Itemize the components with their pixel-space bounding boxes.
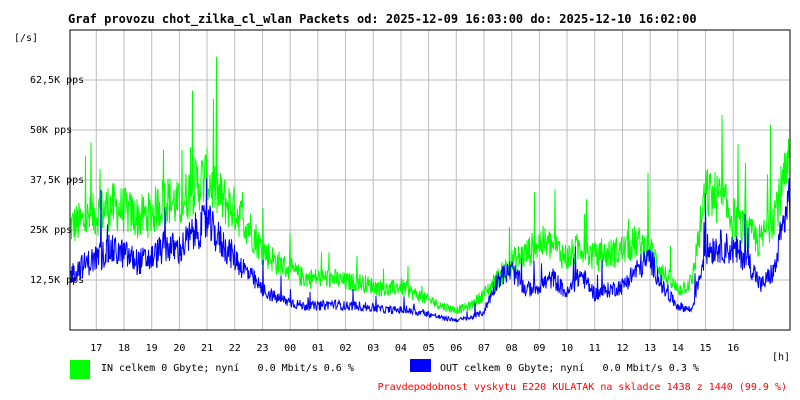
y-tick-label: 12,5K pps — [30, 275, 84, 286]
x-tick-label: 19 — [146, 343, 158, 354]
legend-out-swatch — [410, 359, 431, 372]
y-tick-labels: 12,5K pps 25K pps 37,5K pps 50K pps 62,5K pp… — [30, 75, 84, 286]
y-tick-label: 25K pps — [30, 225, 72, 236]
x-tick-label: 18 — [118, 343, 130, 354]
x-tick-label: 15 — [700, 343, 712, 354]
x-tick-label: 23 — [256, 343, 268, 354]
footer-note: Pravdepodobnost vyskytu E220 KULATAK na … — [378, 382, 787, 393]
x-tick-label: 00 — [284, 343, 296, 354]
x-tick-label: 11 — [589, 343, 601, 354]
x-tick-labels: 17 18 19 20 21 22 23 00 01 02 03 04 05 06 07 08 09 10 11 12… — [90, 343, 739, 354]
x-tick-label: 16 — [727, 343, 739, 354]
x-tick-label: 02 — [340, 343, 352, 354]
legend-in-swatch — [70, 360, 90, 379]
x-tick-label: 13 — [644, 343, 656, 354]
x-tick-label: 17 — [90, 343, 102, 354]
x-tick-label: 01 — [312, 343, 324, 354]
grid — [70, 30, 790, 330]
x-tick-label: 06 — [450, 343, 462, 354]
x-tick-label: 22 — [229, 343, 241, 354]
x-tick-label: 03 — [367, 343, 379, 354]
x-tick-label: 05 — [423, 343, 435, 354]
series-line-out — [69, 178, 791, 323]
y-tick-label: 37,5K pps — [30, 175, 84, 186]
series-line-in — [69, 56, 791, 315]
x-tick-label: 04 — [395, 343, 407, 354]
y-tick-label: 62,5K pps — [30, 75, 84, 86]
chart-title: Graf provozu chot_zilka_cl_wlan Packets … — [68, 12, 697, 27]
x-tick-label: 20 — [173, 343, 185, 354]
y-axis-unit-label: [/s] — [14, 33, 38, 44]
x-tick-label: 21 — [201, 343, 213, 354]
x-tick-label: 10 — [561, 343, 573, 354]
x-tick-label: 08 — [506, 343, 518, 354]
legend-in-text: IN celkem 0 Gbyte; nyní 0.0 Mbit/s 0.6 % — [101, 362, 354, 374]
plot-area-frame — [69, 29, 791, 331]
legend-out-text: OUT celkem 0 Gbyte; nyní 0.0 Mbit/s 0.3 … — [440, 362, 699, 374]
x-tick-label: 09 — [533, 343, 545, 354]
series-layer — [69, 56, 791, 323]
x-tick-label: 07 — [478, 343, 490, 354]
x-axis-unit-label: [h] — [772, 352, 790, 363]
x-tick-label: 12 — [616, 343, 628, 354]
y-tick-label: 50K pps — [30, 125, 72, 136]
x-tick-label: 14 — [672, 343, 684, 354]
